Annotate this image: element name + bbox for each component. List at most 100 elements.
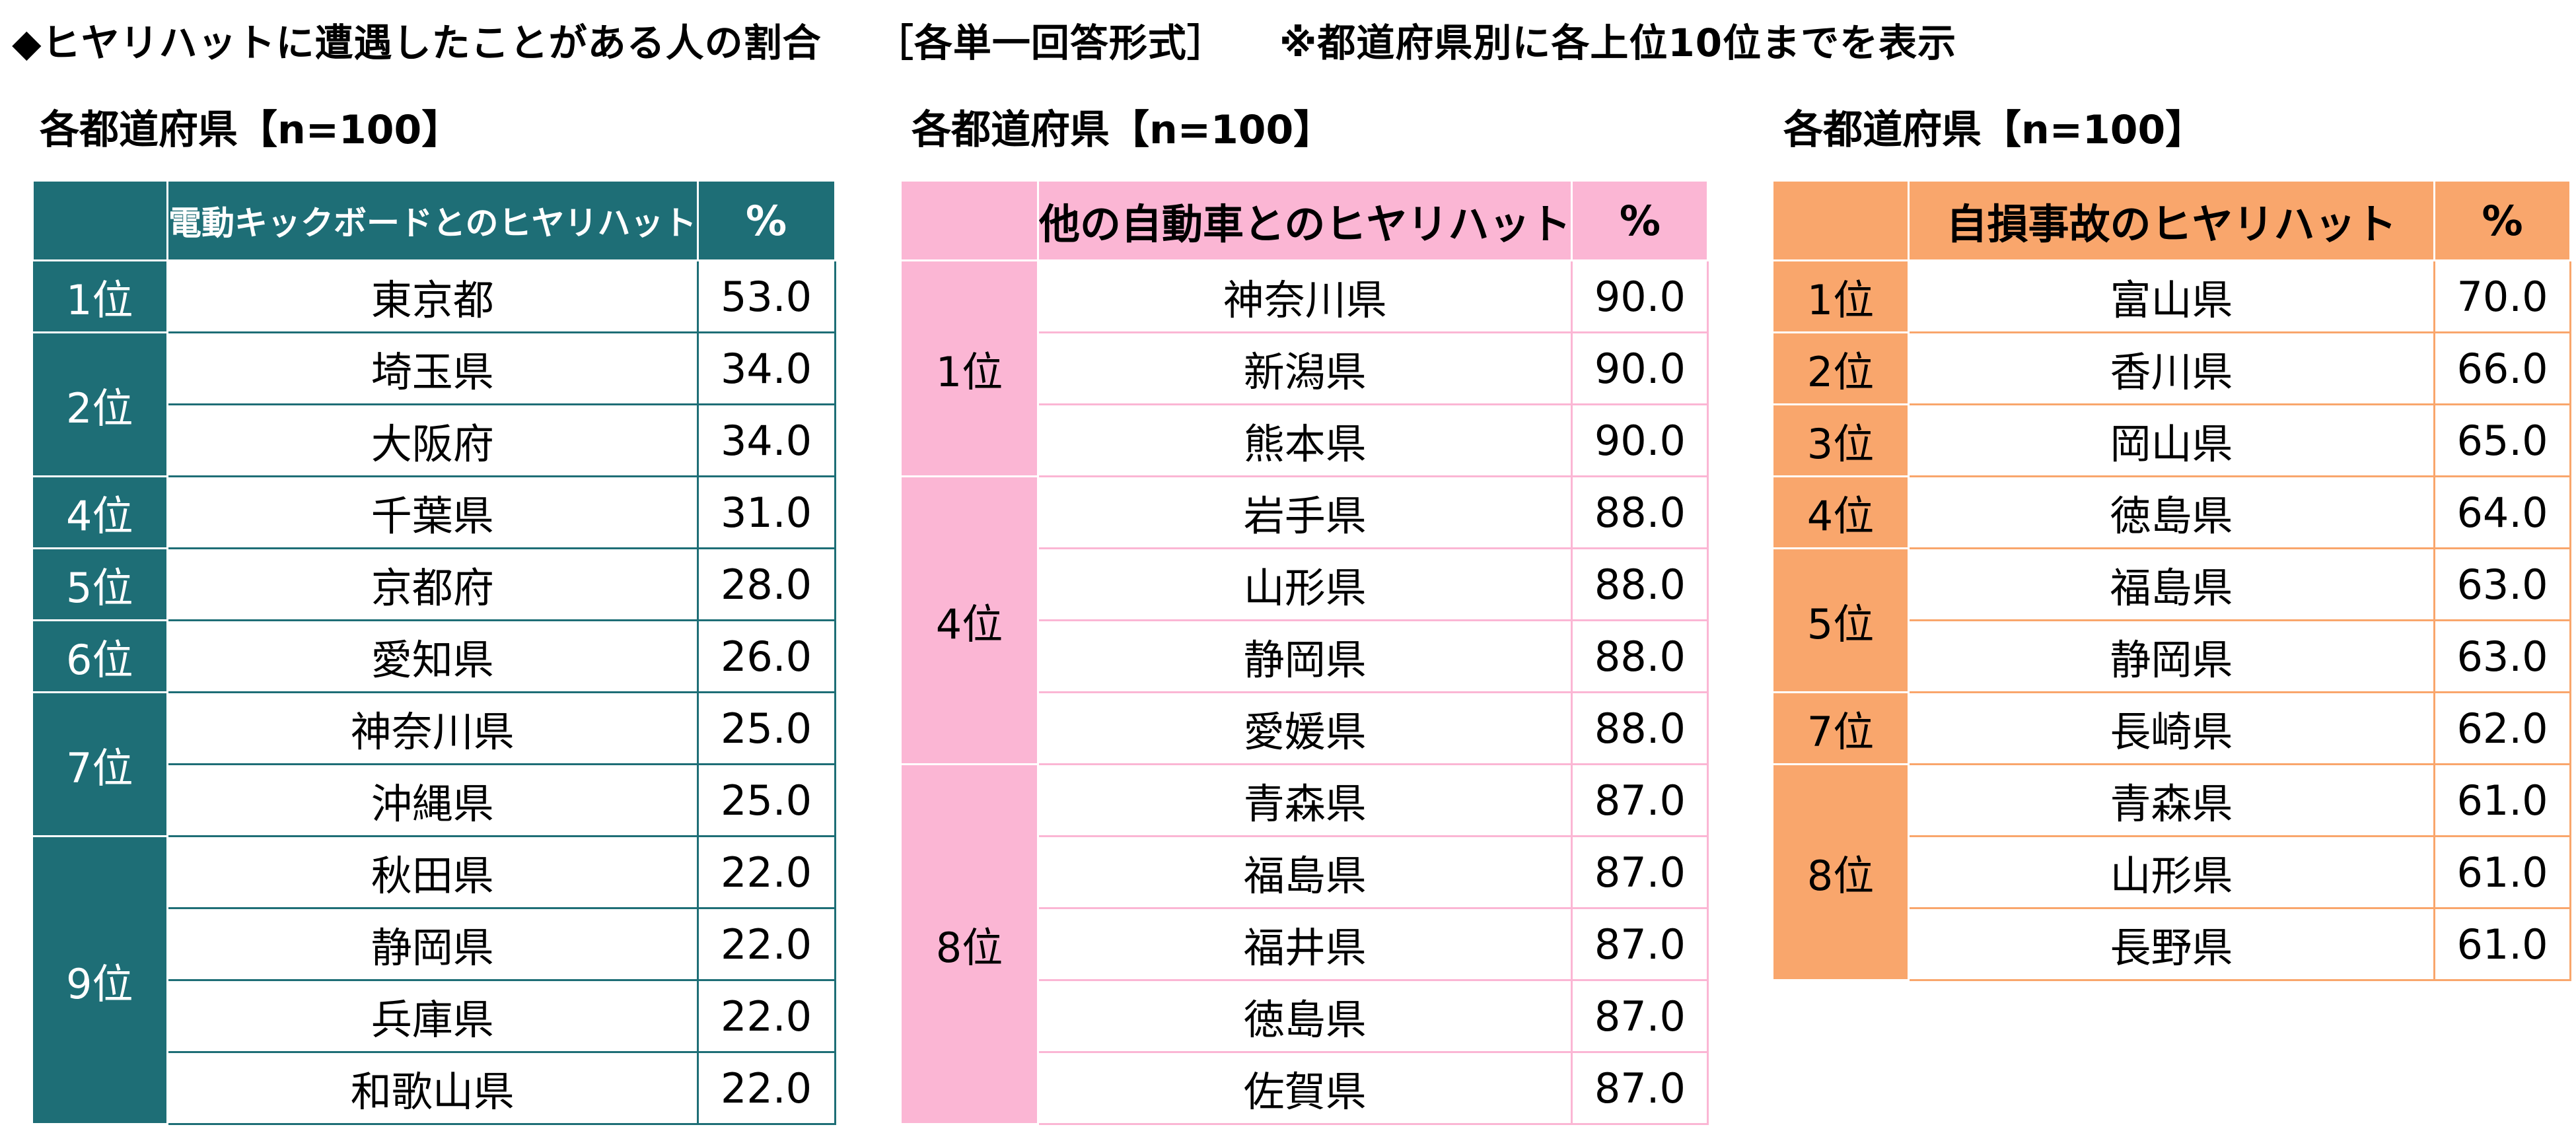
table-header-row: 他の自動車とのヒヤリハット % — [900, 180, 1709, 261]
table-row: 沖縄県 25.0 — [33, 763, 836, 837]
prefecture-cell: 福島県 — [1036, 835, 1573, 909]
rank-cell: 1位 — [1771, 259, 1910, 333]
prefecture-cell: 秋田県 — [166, 835, 699, 909]
table-row: 2位 香川県 66.0 — [1771, 331, 2571, 405]
value-cell: 26.0 — [696, 619, 836, 693]
prefecture-cell: 香川県 — [1908, 331, 2435, 405]
prefecture-cell: 佐賀県 — [1036, 1051, 1573, 1125]
table-row: 静岡県 63.0 — [1773, 619, 2571, 693]
ranking-table-self-accident: 自損事故のヒヤリハット % 1位 富山県 70.0 2位 香川県 66.0 3位… — [1771, 180, 2571, 981]
value-cell: 61.0 — [2433, 907, 2571, 981]
table-row: 7位 長崎県 62.0 — [1771, 691, 2571, 765]
table1-subtitle: 各都道府県【n=100】 — [40, 107, 462, 153]
table-row: 5位 京都府 28.0 — [32, 547, 836, 621]
rank-cell: 7位 — [32, 691, 168, 837]
prefecture-cell: 大阪府 — [166, 403, 699, 477]
table-row: 熊本県 90.0 — [901, 403, 1709, 477]
prefecture-cell: 埼玉県 — [166, 331, 699, 405]
prefecture-cell: 和歌山県 — [166, 1051, 699, 1125]
value-cell: 61.0 — [2433, 835, 2571, 909]
value-cell: 62.0 — [2433, 691, 2571, 765]
table-row: 8位 青森県 87.0 — [900, 763, 1709, 1125]
page-title: ◆ヒヤリハットに遭遇したことがある人の割合 ［各単一回答形式］ ※都道府県別に各… — [12, 12, 1996, 67]
table-header-row: 自損事故のヒヤリハット % — [1771, 180, 2571, 261]
value-cell: 87.0 — [1571, 763, 1709, 837]
header-item: 自損事故のヒヤリハット — [1908, 180, 2435, 261]
table-row: 山形県 88.0 — [901, 547, 1709, 621]
rank-cell: 5位 — [1771, 547, 1910, 693]
table-row: 1位 東京都 53.0 — [32, 259, 836, 333]
rank-cell: 8位 — [1771, 763, 1910, 981]
prefecture-cell: 神奈川県 — [1036, 259, 1573, 333]
prefecture-cell: 熊本県 — [1036, 403, 1573, 477]
rank-cell: 1位 — [900, 259, 1039, 477]
header-rank-blank — [1771, 180, 1910, 261]
table-row: 佐賀県 87.0 — [901, 1051, 1709, 1125]
table-row: 和歌山県 22.0 — [33, 1051, 836, 1125]
header-item: 他の自動車とのヒヤリハット — [1036, 180, 1573, 261]
value-cell: 63.0 — [2433, 547, 2571, 621]
table-row: 愛媛県 88.0 — [901, 691, 1709, 765]
prefecture-cell: 兵庫県 — [166, 979, 699, 1053]
rank-cell: 2位 — [1771, 331, 1910, 405]
table-row: 徳島県 87.0 — [901, 979, 1709, 1053]
value-cell: 88.0 — [1571, 547, 1709, 621]
rank-cell: 8位 — [900, 763, 1039, 1125]
title-note: ※都道府県別に各上位10位までを表示 — [1279, 20, 1957, 65]
table-row: 3位 岡山県 65.0 — [1771, 403, 2571, 477]
table-row: 5位 福島県 63.0 — [1771, 547, 2571, 693]
value-cell: 25.0 — [696, 763, 836, 837]
value-cell: 22.0 — [696, 835, 836, 909]
value-cell: 88.0 — [1571, 691, 1709, 765]
table-row: 静岡県 22.0 — [33, 907, 836, 981]
value-cell: 87.0 — [1571, 835, 1709, 909]
table-row: 7位 神奈川県 25.0 — [32, 691, 836, 837]
value-cell: 28.0 — [696, 547, 836, 621]
table3-subtitle: 各都道府県【n=100】 — [1783, 107, 2205, 153]
table-row: 福井県 87.0 — [901, 907, 1709, 981]
table-row: 4位 千葉県 31.0 — [32, 475, 836, 549]
table-row: 兵庫県 22.0 — [33, 979, 836, 1053]
prefecture-cell: 岡山県 — [1908, 403, 2435, 477]
prefecture-cell: 静岡県 — [166, 907, 699, 981]
value-cell: 88.0 — [1571, 475, 1709, 549]
ranking-table-scooter: 電動キックボードとのヒヤリハット % 1位 東京都 53.0 2位 埼玉県 34… — [32, 180, 836, 1125]
prefecture-cell: 東京都 — [166, 259, 699, 333]
prefecture-cell: 富山県 — [1908, 259, 2435, 333]
value-cell: 87.0 — [1571, 907, 1709, 981]
prefecture-cell: 長野県 — [1908, 907, 2435, 981]
value-cell: 87.0 — [1571, 1051, 1709, 1125]
prefecture-cell: 静岡県 — [1908, 619, 2435, 693]
table-row: 9位 秋田県 22.0 — [32, 835, 836, 1125]
value-cell: 31.0 — [696, 475, 836, 549]
value-cell: 88.0 — [1571, 619, 1709, 693]
rank-cell: 6位 — [32, 619, 168, 693]
ranking-table-car: 他の自動車とのヒヤリハット % 1位 神奈川県 90.0 新潟県 90.0 熊本… — [900, 180, 1709, 1125]
prefecture-cell: 青森県 — [1036, 763, 1573, 837]
rank-cell: 2位 — [32, 331, 168, 477]
table-row: 2位 埼玉県 34.0 — [32, 331, 836, 477]
prefecture-cell: 千葉県 — [166, 475, 699, 549]
table-row: 静岡県 88.0 — [901, 619, 1709, 693]
value-cell: 61.0 — [2433, 763, 2571, 837]
table-row: 福島県 87.0 — [901, 835, 1709, 909]
table-row: 1位 富山県 70.0 — [1771, 259, 2571, 333]
rank-cell: 5位 — [32, 547, 168, 621]
prefecture-cell: 徳島県 — [1908, 475, 2435, 549]
prefecture-cell: 福井県 — [1036, 907, 1573, 981]
value-cell: 90.0 — [1571, 259, 1709, 333]
header-item: 電動キックボードとのヒヤリハット — [166, 180, 699, 261]
rank-cell: 4位 — [1771, 475, 1910, 549]
header-rank-blank — [32, 180, 168, 261]
header-percent: % — [1571, 180, 1709, 261]
prefecture-cell: 愛知県 — [166, 619, 699, 693]
table-row: 大阪府 34.0 — [33, 403, 836, 477]
table-row: 長野県 61.0 — [1773, 907, 2571, 981]
value-cell: 22.0 — [696, 979, 836, 1053]
prefecture-cell: 福島県 — [1908, 547, 2435, 621]
prefecture-cell: 山形県 — [1036, 547, 1573, 621]
prefecture-cell: 新潟県 — [1036, 331, 1573, 405]
title-main: ◆ヒヤリハットに遭遇したことがある人の割合 — [12, 20, 822, 65]
value-cell: 70.0 — [2433, 259, 2571, 333]
value-cell: 65.0 — [2433, 403, 2571, 477]
